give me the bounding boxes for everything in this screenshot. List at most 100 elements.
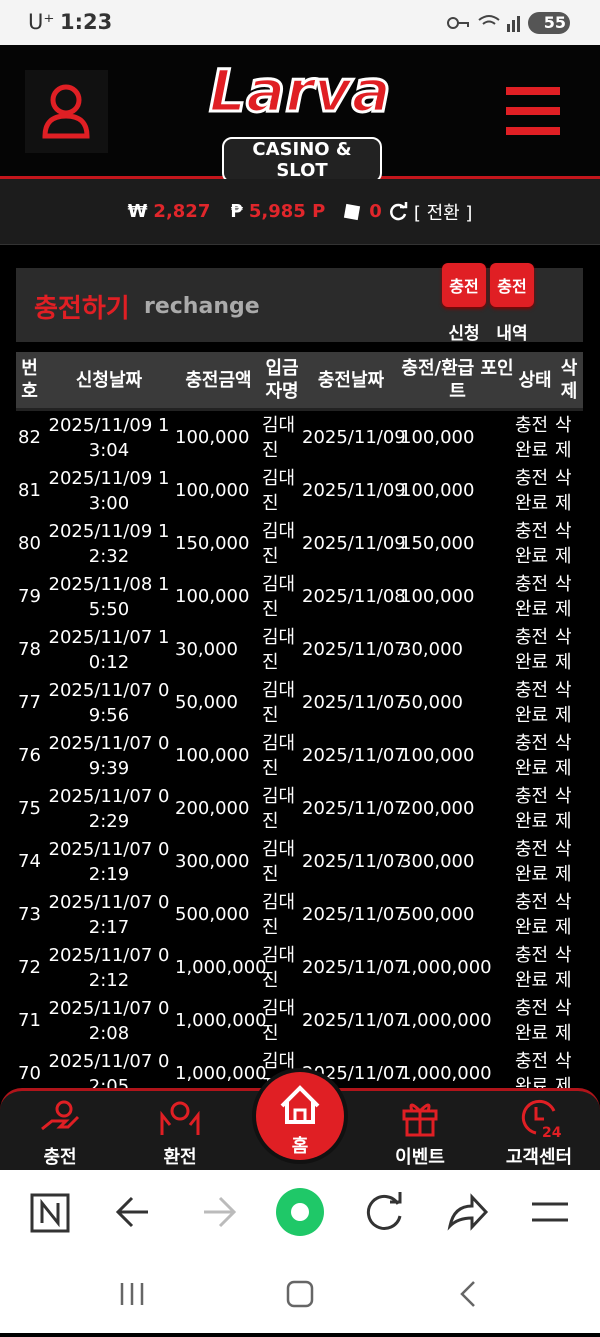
row-number: 81 bbox=[18, 480, 41, 501]
row-number: 73 bbox=[18, 904, 41, 925]
nav-exchange[interactable]: 환전 bbox=[163, 1147, 197, 1168]
delete[interactable]: 삭제 bbox=[555, 1050, 572, 1089]
amount: 100,000 bbox=[175, 480, 250, 501]
time: 1:23 bbox=[60, 10, 113, 34]
depositor: 김대진 bbox=[262, 520, 296, 567]
charge-date: 2025/11/07 bbox=[302, 957, 406, 978]
nav-charge[interactable]: 충전 bbox=[43, 1147, 77, 1168]
delete[interactable]: 삭제 bbox=[555, 838, 572, 885]
status: 충전완료 bbox=[515, 679, 549, 726]
status: 충전완료 bbox=[515, 785, 549, 832]
points: 1,000,000 bbox=[400, 1010, 492, 1031]
row-number: 77 bbox=[18, 692, 41, 713]
request-date: 2025/11/07 02:19 bbox=[48, 838, 170, 885]
browser-icons bbox=[30, 1188, 568, 1308]
header-row: 번호 신청날짜 충전금액 입금자명 충전날짜 충전/환급 포인트 상태 삭제 bbox=[16, 352, 583, 411]
column-header: 충전/환급 포인트 bbox=[400, 352, 515, 411]
request-date: 2025/11/07 09:39 bbox=[48, 732, 170, 779]
points: 300,000 bbox=[400, 851, 475, 872]
depositor: 김대진 bbox=[262, 732, 296, 779]
home-ring: 홈 bbox=[252, 1068, 348, 1164]
delete[interactable]: 삭제 bbox=[555, 626, 572, 673]
nav-support[interactable]: 고객센터 bbox=[505, 1147, 573, 1168]
menu-button[interactable] bbox=[506, 87, 560, 135]
points: 100,000 bbox=[400, 480, 475, 501]
amount: 200,000 bbox=[175, 798, 250, 819]
delete[interactable]: 삭제 bbox=[555, 520, 572, 567]
refresh-icon[interactable] bbox=[388, 201, 408, 222]
depositor: 김대진 bbox=[262, 679, 296, 726]
user-button[interactable] bbox=[25, 70, 108, 153]
request-date: 2025/11/09 13:00 bbox=[48, 467, 170, 514]
depositor: 김대진 bbox=[262, 944, 296, 991]
delete[interactable]: 삭제 bbox=[555, 944, 572, 991]
points: 50,000 bbox=[400, 692, 463, 713]
depositor: 김대진 bbox=[262, 997, 296, 1044]
balance-bar: ₩ 2,827 ₱ 5,985 P 0 [ 전환 ] bbox=[0, 179, 600, 245]
points: 200,000 bbox=[400, 798, 475, 819]
apply-label[interactable]: 신청 bbox=[448, 324, 480, 344]
logo[interactable]: Larva bbox=[208, 56, 393, 127]
table-row: 75 2025/11/07 02:29 200,000 김대진 2025/11/07 20… bbox=[16, 782, 583, 835]
delete[interactable]: 삭제 bbox=[555, 467, 572, 514]
panel-title: 충전하기 bbox=[34, 294, 130, 324]
exchange-icon bbox=[160, 1101, 200, 1135]
table-row: 81 2025/11/09 13:00 100,000 김대진 2025/11/09 10… bbox=[16, 464, 583, 517]
row-number: 70 bbox=[18, 1063, 41, 1084]
status: 충전완료 bbox=[515, 732, 549, 779]
amount: 1,000,000 bbox=[175, 1063, 267, 1084]
apply-button[interactable]: 충전 bbox=[442, 263, 486, 307]
request-date: 2025/11/07 02:12 bbox=[48, 944, 170, 991]
delete[interactable]: 삭제 bbox=[555, 997, 572, 1044]
svg-text:24: 24 bbox=[542, 1125, 562, 1139]
status: 충전완료 bbox=[515, 891, 549, 938]
request-date: 2025/11/07 02:05 bbox=[48, 1050, 170, 1089]
points: 1,000,000 bbox=[400, 957, 492, 978]
history-label[interactable]: 내역 bbox=[496, 324, 528, 344]
won-amount: 2,827 bbox=[153, 201, 211, 222]
amount: 100,000 bbox=[175, 586, 250, 607]
status-bar: U⁺ 1:23 55 bbox=[0, 0, 600, 45]
amount: 50,000 bbox=[175, 692, 238, 713]
browser-bar bbox=[0, 1170, 600, 1333]
table-body: 82 2025/11/09 13:04 100,000 김대진 2025/11/09 10… bbox=[16, 410, 583, 1089]
home-button[interactable]: 홈 bbox=[256, 1072, 344, 1160]
delete[interactable]: 삭제 bbox=[555, 573, 572, 620]
delete[interactable]: 삭제 bbox=[555, 732, 572, 779]
depositor: 김대진 bbox=[262, 838, 296, 885]
delete[interactable]: 삭제 bbox=[555, 679, 572, 726]
column-header: 상태 bbox=[515, 352, 555, 411]
convert[interactable]: [ 전환 ] bbox=[413, 202, 473, 224]
charge-date: 2025/11/07 bbox=[302, 639, 406, 660]
delete[interactable]: 삭제 bbox=[555, 414, 572, 461]
charge-date: 2025/11/08 bbox=[302, 586, 406, 607]
points: 500,000 bbox=[400, 904, 475, 925]
charge-icon bbox=[41, 1100, 80, 1131]
points: 100,000 bbox=[400, 427, 475, 448]
request-date: 2025/11/07 02:08 bbox=[48, 997, 170, 1044]
delete[interactable]: 삭제 bbox=[555, 785, 572, 832]
status: 충전완료 bbox=[515, 467, 549, 514]
status: 충전완료 bbox=[515, 626, 549, 673]
points: 1,000,000 bbox=[400, 1063, 492, 1084]
nav-event[interactable]: 이벤트 bbox=[395, 1147, 445, 1168]
nav-home[interactable]: 홈 bbox=[291, 1136, 309, 1157]
row-number: 76 bbox=[18, 745, 41, 766]
row-number: 75 bbox=[18, 798, 41, 819]
delete[interactable]: 삭제 bbox=[555, 891, 572, 938]
row-number: 72 bbox=[18, 957, 41, 978]
request-date: 2025/11/07 02:17 bbox=[48, 891, 170, 938]
amount: 300,000 bbox=[175, 851, 250, 872]
depositor: 김대진 bbox=[262, 467, 296, 514]
request-date: 2025/11/08 15:50 bbox=[48, 573, 170, 620]
request-date: 2025/11/09 12:32 bbox=[48, 520, 170, 567]
table-row: 79 2025/11/08 15:50 100,000 김대진 2025/11/08 10… bbox=[16, 570, 583, 623]
table-row: 73 2025/11/07 02:17 500,000 김대진 2025/11/07 50… bbox=[16, 888, 583, 941]
won-symbol: ₩ bbox=[127, 201, 148, 222]
row-number: 78 bbox=[18, 639, 41, 660]
request-date: 2025/11/07 09:56 bbox=[48, 679, 170, 726]
column-header: 충전금액 bbox=[175, 352, 262, 411]
column-header: 신청날짜 bbox=[43, 352, 175, 411]
history-button[interactable]: 충전 bbox=[490, 263, 534, 307]
charge-date: 2025/11/09 bbox=[302, 427, 406, 448]
